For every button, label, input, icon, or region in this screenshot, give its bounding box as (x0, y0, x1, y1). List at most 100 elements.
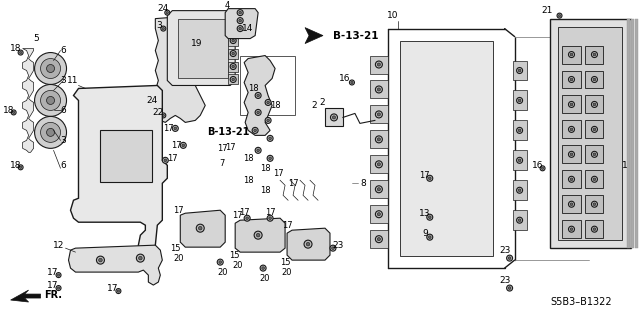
Text: 15: 15 (170, 244, 180, 253)
Text: 20: 20 (282, 268, 292, 277)
Circle shape (518, 189, 521, 192)
Circle shape (239, 11, 241, 14)
Circle shape (230, 63, 236, 70)
Circle shape (40, 58, 61, 78)
Circle shape (255, 109, 261, 115)
Circle shape (267, 155, 273, 161)
Text: 17: 17 (107, 284, 118, 293)
Circle shape (269, 137, 271, 140)
Circle shape (232, 39, 234, 42)
Circle shape (255, 93, 261, 99)
Circle shape (269, 217, 271, 219)
Bar (561, 145, 582, 163)
Circle shape (593, 103, 596, 106)
Circle shape (257, 94, 259, 97)
Circle shape (568, 201, 575, 207)
Circle shape (58, 287, 60, 289)
Text: 18: 18 (3, 106, 14, 115)
Polygon shape (180, 210, 225, 247)
Circle shape (237, 10, 243, 16)
Circle shape (427, 234, 433, 240)
Circle shape (11, 110, 16, 115)
Polygon shape (370, 80, 388, 99)
Circle shape (558, 14, 561, 17)
Circle shape (172, 125, 179, 131)
Text: 24: 24 (157, 4, 169, 13)
Circle shape (518, 99, 521, 102)
Circle shape (378, 138, 380, 141)
Polygon shape (167, 11, 235, 85)
Polygon shape (287, 228, 330, 260)
Circle shape (232, 52, 234, 55)
Circle shape (47, 128, 54, 137)
Circle shape (570, 103, 573, 106)
Circle shape (252, 127, 258, 133)
Circle shape (568, 77, 575, 83)
Text: S5B3–B1322: S5B3–B1322 (550, 297, 612, 307)
Circle shape (47, 96, 54, 104)
Circle shape (239, 27, 241, 30)
Polygon shape (22, 48, 33, 152)
Circle shape (239, 19, 241, 22)
Circle shape (196, 224, 204, 232)
Circle shape (56, 286, 61, 291)
Polygon shape (11, 290, 40, 302)
Circle shape (35, 116, 67, 148)
Bar (561, 120, 582, 138)
Circle shape (40, 91, 61, 110)
Circle shape (255, 147, 261, 153)
Text: 18: 18 (10, 161, 21, 170)
Text: 11: 11 (67, 76, 78, 85)
Text: 3: 3 (61, 76, 67, 85)
Circle shape (570, 153, 573, 156)
Bar (586, 220, 604, 238)
Circle shape (507, 255, 513, 261)
Circle shape (349, 80, 355, 85)
Text: 1: 1 (621, 161, 627, 170)
Circle shape (166, 11, 168, 14)
Circle shape (376, 111, 382, 118)
Circle shape (518, 129, 521, 132)
Circle shape (427, 175, 433, 181)
Circle shape (507, 285, 513, 291)
Circle shape (516, 127, 523, 133)
Circle shape (58, 274, 60, 276)
Circle shape (376, 161, 382, 168)
Text: 7: 7 (220, 159, 225, 168)
Text: 10: 10 (387, 11, 399, 20)
Text: 17: 17 (282, 221, 292, 230)
Polygon shape (370, 106, 388, 123)
Polygon shape (370, 130, 388, 148)
Bar (513, 210, 527, 230)
Text: 20: 20 (260, 274, 270, 283)
Circle shape (162, 27, 164, 30)
Circle shape (232, 65, 234, 68)
Circle shape (351, 81, 353, 84)
Circle shape (267, 119, 269, 122)
Text: 21: 21 (542, 6, 553, 15)
Circle shape (35, 85, 67, 116)
Circle shape (591, 52, 597, 57)
Text: 17: 17 (217, 144, 227, 153)
Circle shape (230, 50, 236, 56)
Polygon shape (370, 56, 388, 73)
Bar (586, 70, 604, 88)
Circle shape (376, 61, 382, 68)
Circle shape (591, 101, 597, 108)
Circle shape (593, 178, 596, 181)
Circle shape (593, 78, 596, 81)
Bar (100, 130, 152, 182)
Circle shape (257, 149, 259, 152)
Circle shape (156, 102, 159, 105)
Bar (561, 70, 582, 88)
Circle shape (591, 77, 597, 83)
Circle shape (217, 259, 223, 265)
Polygon shape (225, 9, 258, 39)
Circle shape (269, 157, 271, 160)
Circle shape (164, 159, 166, 162)
Text: 17: 17 (171, 141, 182, 150)
Text: 15: 15 (280, 258, 291, 267)
Circle shape (330, 245, 336, 251)
Text: B-13-21: B-13-21 (333, 31, 378, 41)
Circle shape (254, 129, 257, 132)
